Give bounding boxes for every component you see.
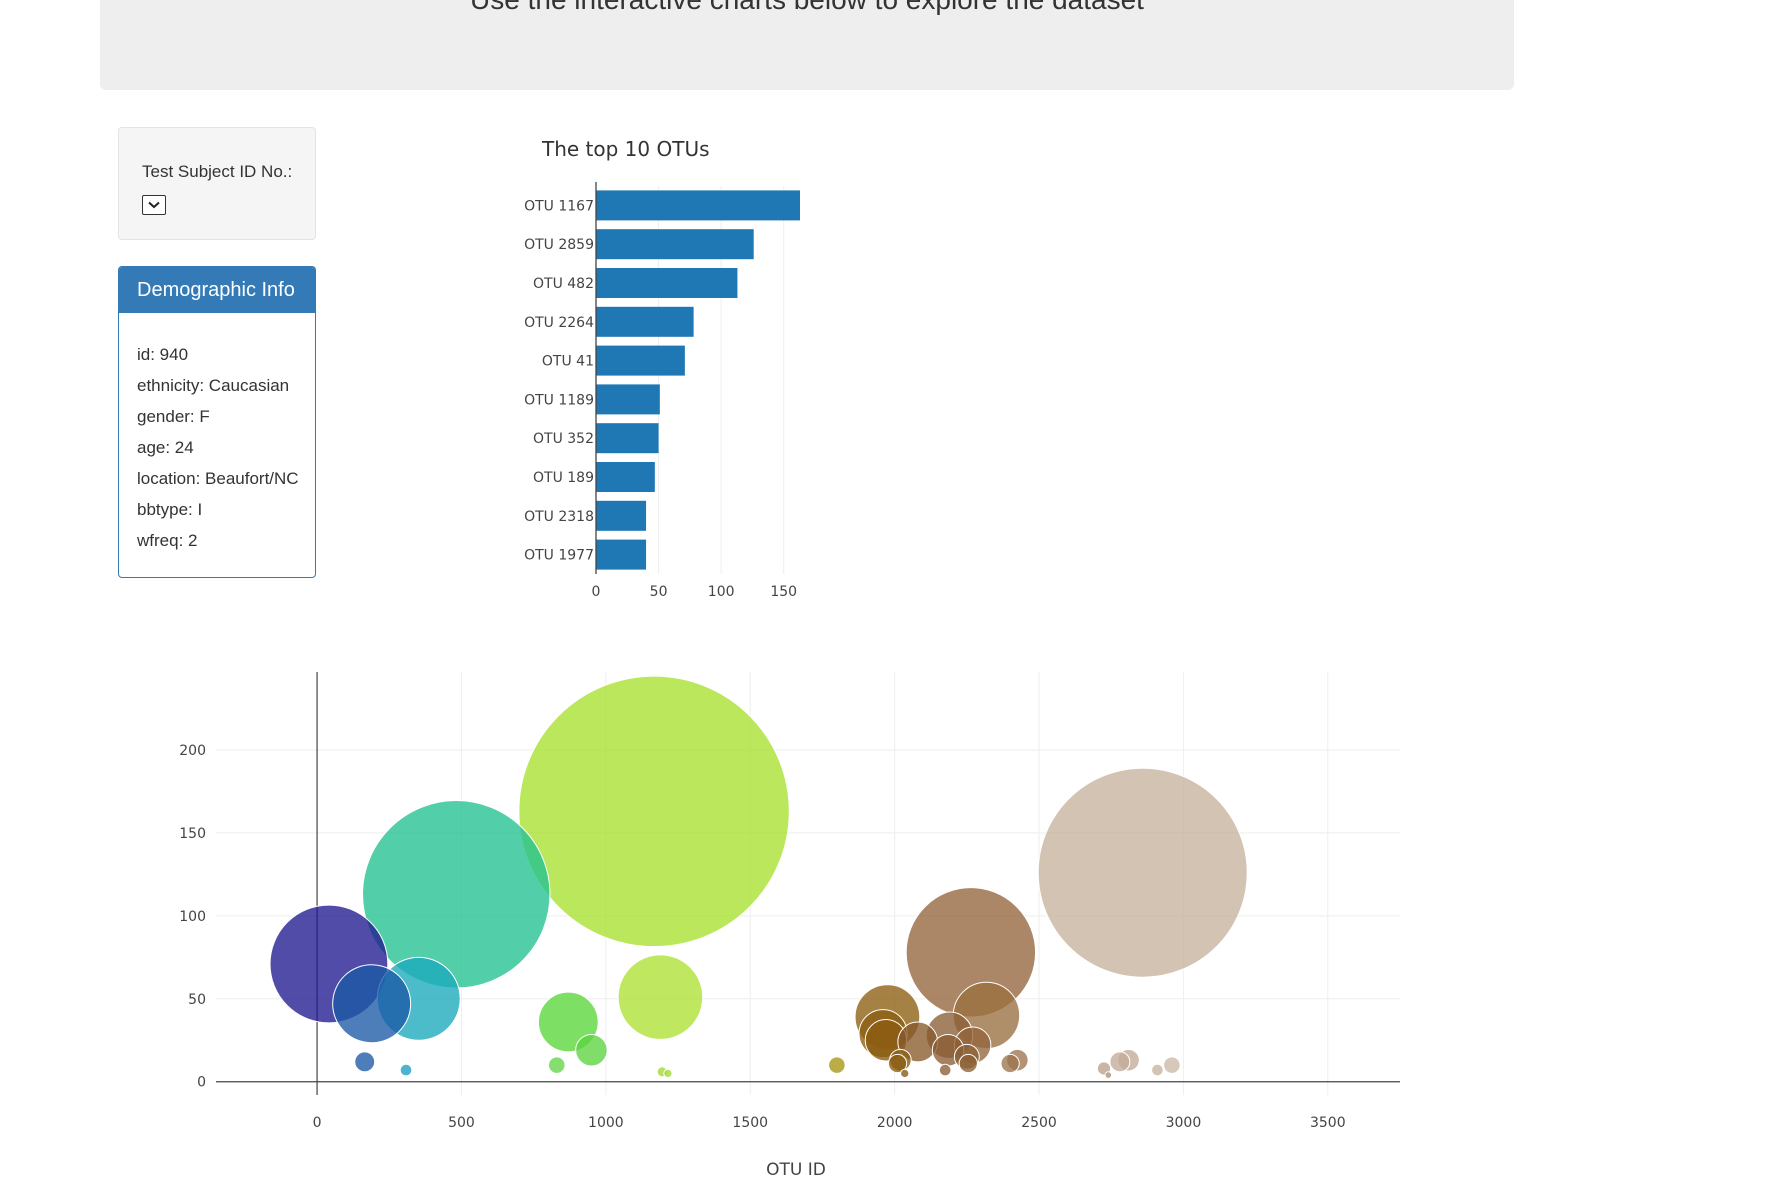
bubble (575, 1033, 608, 1067)
bubble (362, 800, 551, 989)
bubble (938, 1063, 952, 1077)
bubble-x-tick-label: 2500 (1021, 1115, 1057, 1131)
bubble (354, 1051, 376, 1073)
demographic-id: id: 940 (137, 345, 189, 364)
bubble-y-tick-label: 100 (179, 909, 206, 925)
bubble (887, 1053, 908, 1074)
bar (596, 384, 660, 415)
demographic-location: location: Beaufort/NC (137, 469, 299, 488)
demographic-info-body: id: 940 ethnicity: Caucasian gender: F a… (119, 313, 315, 556)
bar (596, 423, 659, 454)
bar (596, 539, 647, 570)
bubble (1163, 1056, 1181, 1074)
bar (596, 345, 685, 376)
demographic-age: age: 24 (137, 438, 194, 457)
subject-selector-label: Test Subject ID No.: (142, 162, 293, 181)
bubble-x-axis-title: OTU ID (766, 1160, 826, 1180)
demographic-gender: gender: F (137, 407, 210, 426)
demographic-bbtype: bbtype: I (137, 500, 203, 519)
subject-selector-well: Test Subject ID No.: (118, 127, 316, 240)
bar-chart-title: The top 10 OTUs (541, 137, 710, 161)
bubble-y-tick-label: 0 (197, 1075, 206, 1091)
bubble-y-tick-label: 150 (179, 826, 206, 842)
bar-y-tick-label: OTU 1167 (524, 198, 594, 214)
bar (596, 500, 647, 531)
bar (596, 306, 694, 337)
bar (596, 229, 754, 260)
bubble (958, 1053, 978, 1074)
bar-x-tick-label: 100 (708, 584, 735, 600)
bar-y-tick-label: OTU 1189 (524, 392, 594, 408)
bubble (663, 1068, 673, 1079)
bar-y-tick-label: OTU 189 (533, 470, 594, 486)
bubble (332, 964, 412, 1044)
jumbotron-header: Use the interactive charts below to expl… (100, 0, 1514, 90)
bubble (1109, 1051, 1131, 1073)
top10-bar-chart: The top 10 OTUs 0 50 100 150 OTU 1167 OTU 2859… (524, 137, 800, 600)
bar (596, 190, 800, 221)
bubble-x-tick-label: 0 (313, 1115, 322, 1131)
bubble (399, 1063, 413, 1077)
bar-y-tick-label: OTU 2318 (524, 509, 594, 525)
demographic-ethnicity: ethnicity: Caucasian (137, 376, 290, 395)
subject-id-dropdown[interactable] (142, 195, 166, 215)
bubble-x-tick-label: 3500 (1310, 1115, 1346, 1131)
bubble (828, 1056, 846, 1074)
bubble-x-tick-label: 1500 (732, 1115, 768, 1131)
bubble (617, 954, 704, 1040)
bubble (900, 1068, 910, 1079)
bar-y-tick-label: OTU 1977 (524, 548, 594, 564)
bubble (518, 675, 790, 948)
bar-y-tick-label: OTU 482 (533, 276, 594, 292)
bubble-x-tick-label: 3000 (1166, 1115, 1202, 1131)
bar-y-tick-label: OTU 352 (533, 431, 594, 447)
demographic-info-title: Demographic Info (119, 267, 315, 313)
demographic-info-panel: Demographic Info id: 940 ethnicity: Cauc… (118, 266, 316, 578)
bar (596, 268, 738, 298)
bar-x-tick-label: 150 (770, 584, 797, 600)
chevron-down-icon (148, 201, 160, 209)
bubble (1151, 1063, 1164, 1077)
bubble-y-tick-label: 50 (188, 992, 206, 1008)
bubble-x-tick-label: 2000 (877, 1115, 913, 1131)
bubble (547, 1056, 566, 1074)
bubble-y-tick-label: 200 (179, 743, 206, 759)
bubble (1037, 767, 1248, 978)
otu-bubble-chart: 0 500 1000 1500 2000 2500 3000 3500 0 50 100 150 200… (179, 672, 1400, 1180)
bubble-x-tick-label: 500 (448, 1115, 475, 1131)
page-subtitle: Use the interactive charts below to expl… (100, 0, 1514, 16)
bubble (1104, 1071, 1113, 1079)
bar-y-tick-label: OTU 2264 (524, 315, 594, 331)
bar-y-tick-label: OTU 2859 (524, 237, 594, 253)
bar-x-tick-label: 50 (650, 584, 668, 600)
demographic-wfreq: wfreq: 2 (137, 531, 198, 550)
bar (596, 462, 655, 492)
bar-y-tick-label: OTU 41 (542, 354, 594, 370)
bar-x-tick-label: 0 (592, 584, 601, 600)
bubble (1000, 1053, 1020, 1074)
bubble-x-tick-label: 1000 (588, 1115, 624, 1131)
